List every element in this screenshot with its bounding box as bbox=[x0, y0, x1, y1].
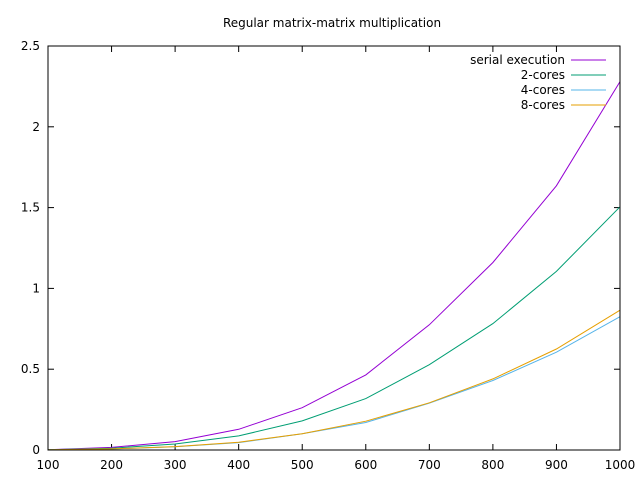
y-tick-label: 0.5 bbox=[21, 362, 40, 376]
series-line-serial-execution bbox=[47, 81, 621, 451]
x-tick-label: 1000 bbox=[605, 458, 636, 472]
x-tick-label: 100 bbox=[37, 458, 60, 472]
y-tick-label: 2.5 bbox=[21, 39, 40, 53]
x-tick-label: 300 bbox=[164, 458, 187, 472]
y-tick-label: 1 bbox=[32, 281, 40, 295]
x-tick-label: 900 bbox=[545, 458, 568, 472]
x-tick-label: 200 bbox=[100, 458, 123, 472]
x-tick-label: 500 bbox=[291, 458, 314, 472]
legend-label: 4-cores bbox=[521, 83, 565, 97]
series-line-2-cores bbox=[47, 206, 621, 451]
x-tick-label: 400 bbox=[227, 458, 250, 472]
chart-title: Regular matrix-matrix multiplication bbox=[223, 16, 441, 30]
series-line-4-cores bbox=[47, 316, 621, 451]
legend-label: serial execution bbox=[470, 53, 565, 67]
x-tick-label: 600 bbox=[354, 458, 377, 472]
y-tick-label: 2 bbox=[32, 120, 40, 134]
plot-frame bbox=[47, 45, 621, 451]
y-tick-label: 0 bbox=[32, 443, 40, 457]
series-line-8-cores bbox=[47, 309, 621, 451]
legend-label: 8-cores bbox=[521, 98, 565, 112]
legend-label: 2-cores bbox=[521, 68, 565, 82]
x-tick-label: 700 bbox=[418, 458, 441, 472]
x-tick-label: 800 bbox=[481, 458, 504, 472]
y-tick-label: 1.5 bbox=[21, 201, 40, 215]
